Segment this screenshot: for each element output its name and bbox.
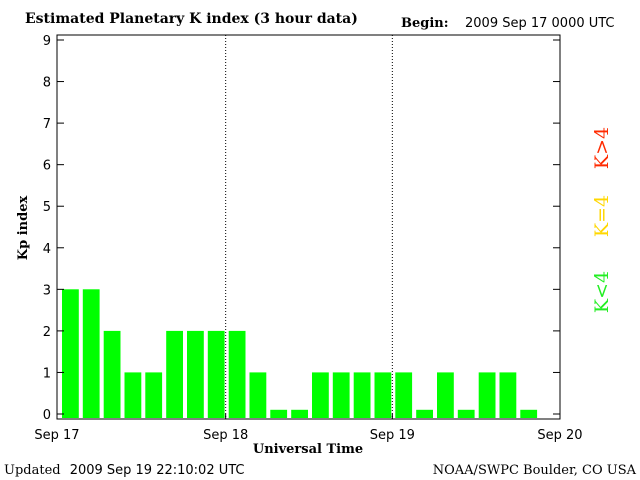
y-tick-label: 1	[43, 366, 51, 381]
kp-bar	[332, 372, 350, 418]
x-tick-label: Sep 20	[537, 428, 582, 443]
updated-label: Updated	[4, 463, 61, 478]
kp-bar	[520, 409, 538, 418]
y-tick-label: 5	[43, 200, 51, 215]
y-tick-label: 9	[43, 34, 51, 49]
x-tick-label: Sep 17	[34, 428, 79, 443]
legend: K>4 K=4 K<4	[591, 127, 613, 313]
updated-line: Updated 2009 Sep 19 22:10:02 UTC	[4, 459, 245, 478]
credit: NOAA/SWPC Boulder, CO USA	[433, 463, 637, 478]
kp-bar	[312, 372, 329, 418]
kp-bars	[62, 289, 538, 418]
kp-bar	[207, 330, 225, 418]
y-tick-label: 0	[43, 408, 51, 423]
kp-bar	[187, 330, 204, 418]
y-axis-label: Kp index	[16, 196, 31, 261]
y-tick-label: 6	[43, 159, 51, 174]
begin-value: 2009 Sep 17 0000 UTC	[465, 16, 615, 31]
kp-bar	[228, 330, 246, 418]
begin-label: Begin:	[401, 16, 449, 31]
kp-bar	[416, 409, 433, 418]
legend-k-less-4: K<4	[591, 271, 613, 313]
y-axis: 0 1 2 3 4 5 6 7 8 9	[43, 34, 560, 423]
kp-bar	[103, 330, 121, 418]
kp-bar	[249, 372, 267, 418]
x-axis: Sep 17 Sep 18 Sep 19 Sep 20	[34, 414, 583, 443]
legend-k-equal-4: K=4	[591, 195, 613, 237]
y-tick-label: 3	[43, 283, 51, 298]
y-tick-label: 4	[43, 242, 51, 257]
kp-bar	[291, 409, 308, 418]
kp-bar	[166, 330, 183, 418]
kp-bar	[499, 372, 517, 418]
kp-bar	[270, 409, 288, 418]
plot-area	[56, 34, 561, 420]
legend-k-greater-4: K>4	[591, 127, 613, 169]
y-tick-label: 8	[43, 76, 51, 91]
x-tick-label: Sep 18	[203, 428, 248, 443]
kp-bar	[145, 372, 163, 418]
kp-bar	[395, 372, 413, 418]
x-tick-label: Sep 19	[370, 428, 415, 443]
kp-bar	[457, 409, 475, 418]
kp-bar	[62, 289, 79, 418]
kp-bar	[124, 372, 142, 418]
chart-title: Estimated Planetary K index (3 hour data…	[25, 11, 358, 27]
y-tick-label: 2	[43, 325, 51, 340]
kp-bar	[82, 289, 100, 418]
updated-value: 2009 Sep 19 22:10:02 UTC	[70, 463, 245, 478]
kp-bar	[353, 372, 371, 418]
kp-bar	[374, 372, 392, 418]
day-separators	[225, 35, 393, 419]
kp-bar	[478, 372, 496, 418]
y-tick-label: 7	[43, 117, 51, 132]
x-axis-label: Universal Time	[253, 442, 363, 457]
kp-bar	[437, 372, 454, 418]
